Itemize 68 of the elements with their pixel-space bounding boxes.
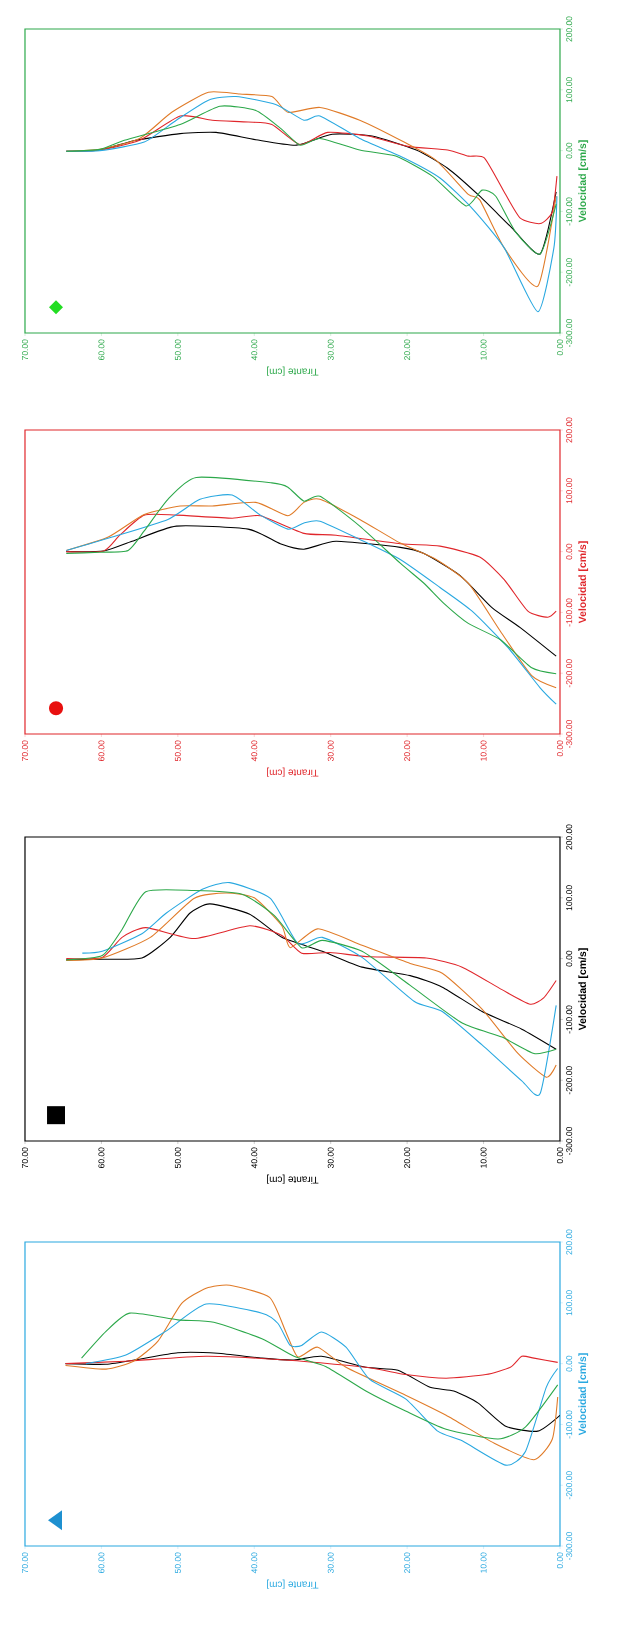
x-tick-label: 30.00 (327, 740, 334, 762)
x-tick-label: 60.00 (98, 339, 105, 360)
y-tick-label: -300.00 (566, 1532, 573, 1561)
x-tick-label: 10.00 (480, 1147, 487, 1168)
y-tick-label: -100.00 (566, 598, 573, 627)
line-series (65, 925, 557, 1005)
x-tick-label: 60.00 (98, 1147, 105, 1168)
y-tick-label: -200.00 (566, 1471, 573, 1500)
y-tick-label: -100.00 (566, 1005, 573, 1034)
x-tick-label: 50.00 (174, 1147, 181, 1169)
x-tick-label: 30.00 (327, 339, 334, 361)
x-tick-label: 20.00 (404, 740, 411, 761)
y-axis-title: Velocidad [cm/s] (578, 140, 589, 223)
y-tick-label: 0.00 (566, 543, 573, 560)
y-tick-label: -100.00 (566, 197, 573, 226)
x-tick-label: 50.00 (174, 339, 181, 361)
y-tick-label: -200.00 (566, 1066, 573, 1095)
y-tick-label: 100.00 (566, 1290, 573, 1316)
x-tick-label: 30.00 (327, 1147, 334, 1169)
y-axis-title: Velocidad [cm/s] (578, 1353, 589, 1436)
y-tick-label: 200.00 (566, 1229, 573, 1255)
x-tick-label: 60.00 (98, 740, 105, 761)
y-tick-label: 200.00 (566, 417, 573, 443)
y-axis-title: Velocidad [cm/s] (578, 541, 589, 624)
x-tick-label: 40.00 (251, 339, 258, 361)
x-tick-label: 20.00 (404, 1147, 411, 1168)
y-tick-label: 100.00 (566, 77, 573, 103)
y-tick-label: 0.00 (566, 142, 573, 159)
x-tick-label: 20.00 (404, 339, 411, 360)
y-tick-label: 200.00 (566, 16, 573, 42)
y-tick-label: 200.00 (566, 824, 573, 850)
x-tick-label: 40.00 (251, 1552, 258, 1574)
x-tick-label: 40.00 (251, 740, 258, 762)
x-tick-label: 50.00 (174, 1552, 181, 1574)
x-tick-label: 20.00 (404, 1552, 411, 1573)
line-series (81, 1312, 559, 1440)
y-tick-label: -300.00 (566, 1127, 573, 1155)
x-tick-label: 70.00 (22, 1147, 28, 1168)
x-tick-label: 10.00 (480, 740, 487, 761)
x-axis-title: Tirante [cm] (267, 767, 319, 777)
line-series (65, 105, 557, 255)
x-axis-title: Tirante [cm] (267, 366, 319, 376)
x-tick-label: 70.00 (22, 740, 28, 761)
x-axis-title: Tirante [cm] (267, 1579, 319, 1589)
y-tick-label: -100.00 (566, 1410, 573, 1439)
x-tick-label: 10.00 (480, 339, 487, 360)
x-tick-label: 70.00 (22, 1552, 28, 1573)
line-series (65, 476, 557, 675)
line-series (81, 881, 557, 1095)
line-series (65, 513, 557, 618)
line-series (64, 1355, 559, 1379)
x-tick-label: 60.00 (98, 1552, 105, 1573)
y-tick-label: -200.00 (566, 258, 573, 287)
x-tick-label: 70.00 (22, 339, 28, 360)
y-tick-label: 100.00 (566, 885, 573, 911)
x-axis-title: Tirante [cm] (267, 1174, 319, 1184)
y-tick-label: -300.00 (566, 720, 573, 748)
y-tick-label: 100.00 (566, 478, 573, 504)
line-series (64, 1284, 559, 1461)
y-tick-label: -200.00 (566, 659, 573, 688)
x-tick-label: 30.00 (327, 1552, 334, 1574)
y-tick-label: 0.00 (566, 950, 573, 967)
y-tick-label: 0.00 (566, 1355, 573, 1372)
x-tick-label: 40.00 (251, 1147, 258, 1169)
x-tick-label: 10.00 (480, 1552, 487, 1573)
y-tick-label: -300.00 (566, 318, 573, 347)
y-axis-title: Velocidad [cm/s] (578, 948, 589, 1031)
x-tick-label: 50.00 (174, 740, 181, 762)
